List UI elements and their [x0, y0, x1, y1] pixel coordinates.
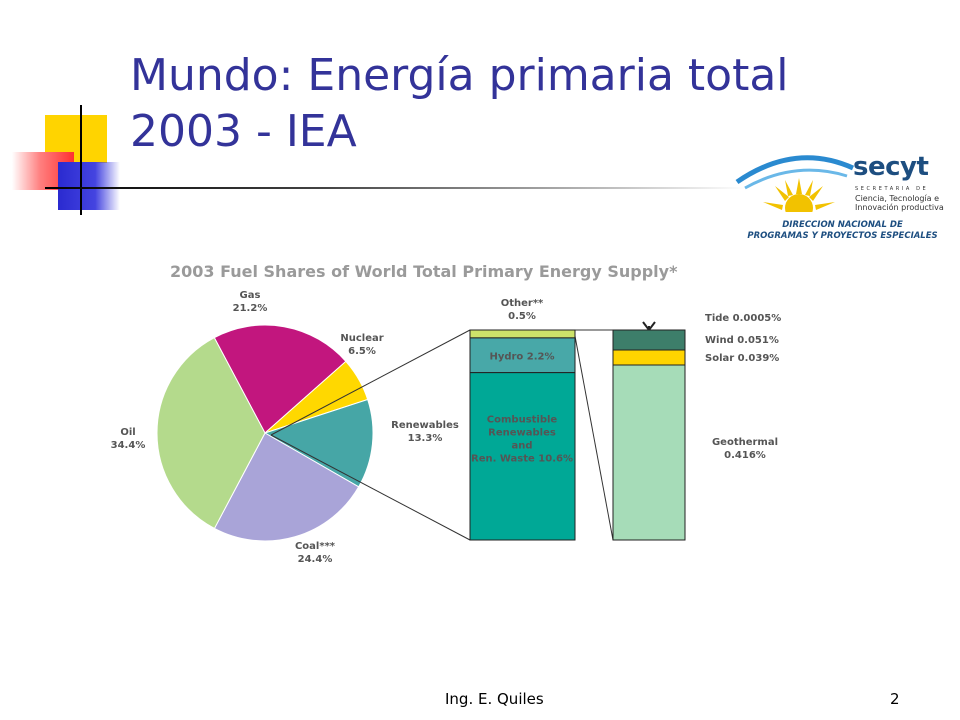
- label-oil: Oil 34.4%: [111, 427, 146, 451]
- title-underline: [45, 187, 745, 189]
- footer-author: Ing. E. Quiles: [445, 690, 544, 708]
- label-other: Other** 0.5%: [501, 298, 544, 322]
- label-nuclear: Nuclear 6.5%: [340, 333, 383, 357]
- label-solar: Solar 0.039%: [705, 353, 779, 364]
- other-breakdown-bar: [612, 329, 686, 541]
- pie-chart: [156, 324, 374, 542]
- bar-segment-solar: [612, 349, 686, 366]
- logo-subtitle-2: Ciencia, Tecnología e Innovación product…: [855, 194, 944, 212]
- chart-title: 2003 Fuel Shares of World Total Primary …: [170, 262, 678, 281]
- label-tide: Tide 0.0005%: [705, 313, 781, 324]
- chart-labels: Gas 21.2% Nuclear 6.5% Renewables 13.3% Oil 34.…: [111, 290, 782, 565]
- page-number: 2: [890, 690, 900, 708]
- pie-slice-coal: [213, 432, 360, 542]
- connector-bottom: [270, 434, 471, 541]
- connector-2-bottom: [574, 335, 614, 541]
- pie-slice-gas: [213, 324, 347, 434]
- renewables-breakdown-bar: [469, 329, 576, 541]
- label-coal: Coal*** 24.4%: [295, 541, 336, 565]
- logo-subtitle: SECRETARIA DE: [855, 186, 929, 192]
- connector-top: [270, 329, 471, 436]
- label-wind: Wind 0.051%: [705, 335, 779, 346]
- logo-direction: DIRECCION NACIONAL DE PROGRAMAS Y PROYEC…: [747, 220, 938, 241]
- label-renewables: Renewables 13.3%: [391, 420, 459, 444]
- label-gas: Gas 21.2%: [233, 290, 268, 314]
- tide-arrow-icon: [642, 321, 656, 332]
- label-hydro: Hydro 2.2%: [489, 351, 554, 362]
- pie-slice-oil: [156, 336, 266, 530]
- slide-title: Mundo: Energía primaria total 2003 - IEA: [130, 50, 789, 157]
- sun-logo-icon: [735, 155, 855, 220]
- label-combustible: Combustible Renewables and Ren. Waste 10.6%: [471, 415, 573, 465]
- breakdown-connectors: [270, 321, 656, 541]
- logo-name: secyt: [853, 152, 929, 182]
- bar-segment-wind: [612, 329, 686, 351]
- pie-slice-renewables: [263, 398, 374, 488]
- bar-segment-combustible: [469, 372, 576, 541]
- decor-vertical-line: [80, 105, 82, 215]
- decor-square-blue: [58, 162, 120, 210]
- secyt-logo: secyt SECRETARIA DE Ciencia, Tecnología …: [735, 150, 950, 250]
- bar-segment-other: [469, 329, 576, 339]
- label-geothermal: Geothermal 0.416%: [712, 437, 778, 461]
- bar-segment-geothermal: [612, 364, 686, 541]
